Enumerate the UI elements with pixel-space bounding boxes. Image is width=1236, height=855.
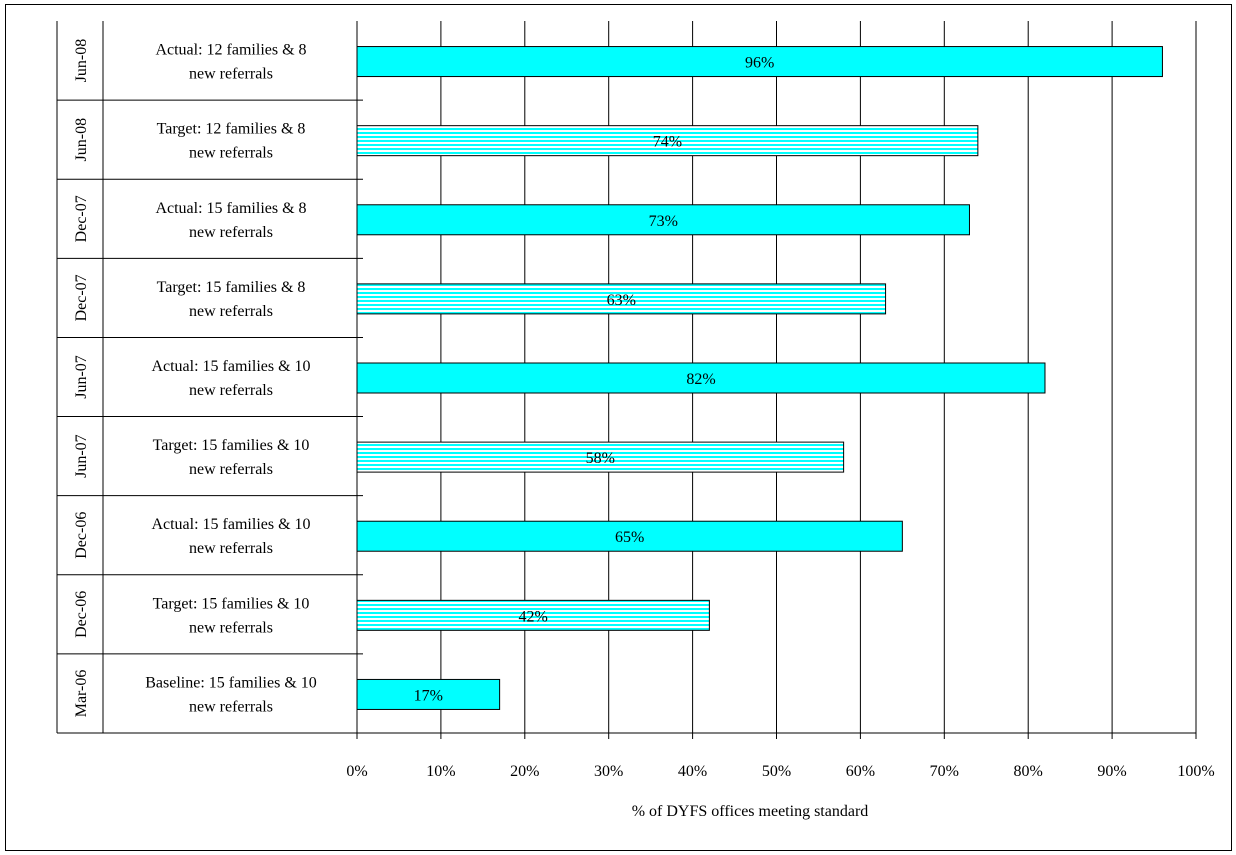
category-label-line2: new referrals: [189, 303, 273, 320]
x-tick-label: 30%: [594, 763, 623, 780]
bar: [356, 46, 1163, 78]
category-label-line2: new referrals: [189, 540, 273, 557]
x-tick-label: 50%: [762, 763, 791, 780]
date-label: Dec-06: [73, 512, 90, 559]
x-tick-label: 100%: [1177, 763, 1214, 780]
category-label-line2: new referrals: [189, 66, 273, 83]
category-label-line1: Target: 12 families & 8: [157, 121, 306, 138]
bar: [356, 678, 501, 710]
category-label-line1: Actual: 15 families & 10: [151, 358, 310, 375]
x-tick-label: 90%: [1097, 763, 1126, 780]
date-label: Dec-07: [73, 195, 90, 242]
category-label-line2: new referrals: [189, 619, 273, 636]
bar: [356, 520, 903, 552]
x-tick-label: 40%: [678, 763, 707, 780]
category-label-line1: Actual: 15 families & 8: [155, 200, 306, 217]
chart-frame: [5, 4, 1232, 851]
category-labels: Actual: 12 families & 8 new referrals Jun-…: [73, 39, 317, 718]
x-tick-label: 80%: [1014, 763, 1043, 780]
date-label: Jun-08: [73, 39, 90, 83]
date-label: Dec-06: [73, 591, 90, 638]
x-tick-label: 10%: [426, 763, 455, 780]
bar-value-label: 63%: [607, 292, 636, 309]
category-label-line1: Target: 15 families & 10: [153, 595, 310, 612]
bars: 96% 74% 73% 63% 82% 58% 65% 42% 17%: [356, 46, 1163, 710]
bar: [356, 125, 979, 157]
date-label: Jun-08: [73, 118, 90, 162]
date-label: Mar-06: [73, 670, 90, 718]
bar-value-label: 96%: [745, 55, 774, 72]
category-label-line2: new referrals: [189, 224, 273, 241]
date-label: Jun-07: [73, 434, 90, 478]
category-label-line1: Actual: 15 families & 10: [151, 516, 310, 533]
category-label-line1: Target: 15 families & 10: [153, 437, 310, 454]
x-tick-labels: 0% 10% 20% 30% 40% 50% 60% 70% 80% 90% 100%: [346, 763, 1214, 780]
bar: [356, 362, 1046, 394]
bar: [356, 441, 845, 473]
bar: [356, 283, 887, 315]
category-label-line2: new referrals: [189, 698, 273, 715]
x-tick-label: 0%: [346, 763, 367, 780]
x-tick-label: 60%: [846, 763, 875, 780]
category-label-line2: new referrals: [189, 382, 273, 399]
bar-value-label: 65%: [615, 529, 644, 546]
bar: [356, 204, 970, 236]
bar-value-label: 17%: [414, 687, 443, 704]
category-label-line1: Target: 15 families & 8: [157, 279, 306, 296]
x-tick-label: 70%: [930, 763, 959, 780]
date-label: Dec-07: [73, 274, 90, 321]
bar: [356, 599, 710, 631]
category-label-line2: new referrals: [189, 145, 273, 162]
category-label-line1: Baseline: 15 families & 10: [145, 674, 317, 691]
category-label-line1: Actual: 12 families & 8: [155, 42, 306, 59]
bar-value-label: 42%: [519, 608, 548, 625]
category-label-line2: new referrals: [189, 461, 273, 478]
date-label: Jun-07: [73, 355, 90, 399]
x-tick-label: 20%: [510, 763, 539, 780]
bar-value-label: 58%: [586, 450, 615, 467]
bar-value-label: 74%: [653, 134, 682, 151]
bar-value-label: 73%: [649, 213, 678, 230]
bar-value-label: 82%: [686, 371, 715, 388]
x-axis-title: % of DYFS offices meeting standard: [632, 803, 869, 820]
